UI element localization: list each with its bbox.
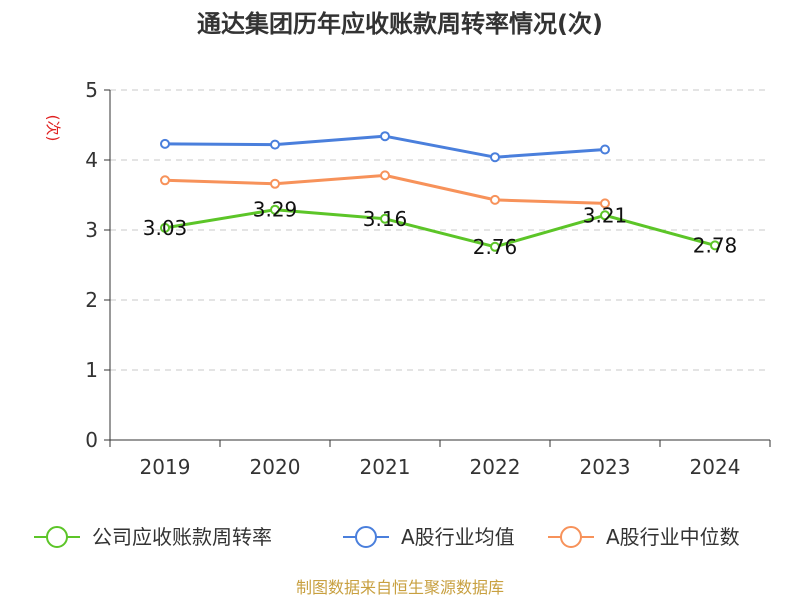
data-point: [270, 178, 280, 189]
legend: 公司应收账款周转率 A股行业均值 A股行业中位数: [34, 525, 740, 549]
data-label: 3.21: [583, 203, 628, 227]
axes: 0 1 2 3 4 5 2019 2020 2021 2022 2023 2024: [85, 78, 771, 479]
data-label: 2.76: [473, 235, 518, 259]
data-point: [600, 210, 610, 221]
data-point: [160, 138, 170, 149]
data-label: 3.03: [143, 216, 188, 240]
data-point: [380, 131, 390, 142]
legend-label: 公司应收账款周转率: [92, 525, 272, 549]
source-note: 制图数据来自恒生聚源数据库: [296, 578, 504, 597]
y-tick-label: 2: [85, 288, 98, 312]
legend-item[interactable]: A股行业中位数: [548, 525, 740, 549]
data-point: [270, 139, 280, 150]
data-point: [380, 213, 390, 224]
data-label: 2.78: [693, 233, 738, 257]
y-tick-label: 0: [85, 428, 98, 452]
data-labels: 3.03 3.29 3.16 2.76 3.21 2.78: [143, 198, 738, 259]
legend-item[interactable]: 公司应收账款周转率: [34, 525, 272, 549]
data-point: [600, 144, 610, 155]
data-label: 3.29: [253, 198, 298, 222]
data-point: [270, 204, 280, 215]
y-axis-label: (次): [44, 115, 62, 142]
series-line: [164, 208, 716, 249]
x-tick-label: 2021: [360, 455, 411, 479]
x-tick-label: 2022: [470, 455, 521, 479]
data-point: [160, 175, 170, 186]
legend-marker: [355, 526, 377, 548]
legend-marker: [46, 526, 68, 548]
legend-item[interactable]: A股行业均值: [343, 525, 515, 549]
y-tick-label: 5: [85, 78, 98, 102]
data-point: [490, 194, 500, 205]
data-label: 3.16: [363, 207, 408, 231]
data-point: [710, 240, 720, 251]
y-tick-label: 1: [85, 358, 98, 382]
series-2: [160, 170, 610, 209]
x-tick-label: 2024: [690, 455, 741, 479]
data-point: [490, 152, 500, 163]
data-point: [600, 198, 610, 209]
x-tick-label: 2019: [140, 455, 191, 479]
legend-label: A股行业均值: [401, 525, 515, 549]
grid: [110, 89, 770, 371]
series-1: [160, 131, 610, 163]
series-layer: [160, 131, 720, 252]
series-0: [160, 204, 720, 252]
data-point: [380, 170, 390, 181]
data-point: [160, 222, 170, 233]
x-tick-label: 2023: [580, 455, 631, 479]
chart-title: 通达集团历年应收账款周转率情况(次): [197, 10, 603, 38]
legend-label: A股行业中位数: [606, 525, 740, 549]
legend-marker: [560, 526, 582, 548]
y-tick-label: 3: [85, 218, 98, 242]
x-tick-label: 2020: [250, 455, 301, 479]
y-tick-label: 4: [85, 148, 98, 172]
data-point: [490, 241, 500, 252]
